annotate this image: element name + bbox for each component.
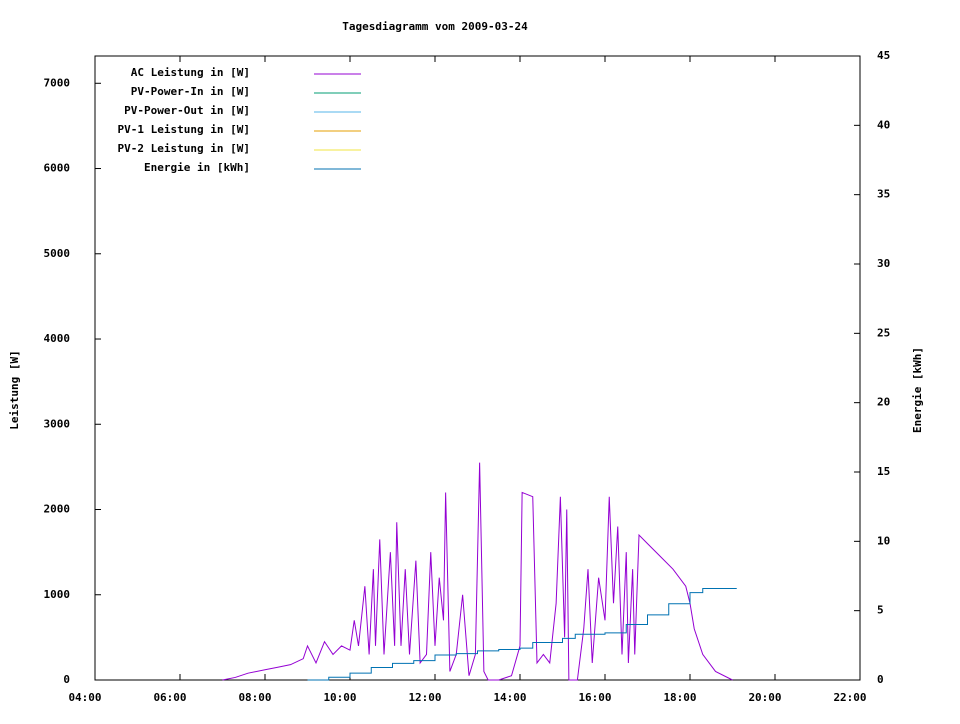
legend-label: AC Leistung in [W] [131, 66, 250, 79]
x-tick-label: 14:00 [493, 691, 526, 704]
x-tick-label: 08:00 [238, 691, 271, 704]
x-tick-label: 20:00 [748, 691, 781, 704]
x-tick-label: 18:00 [663, 691, 696, 704]
legend-label: PV-Power-In in [W] [131, 85, 250, 98]
y-tick-label: 5000 [44, 247, 71, 260]
y2-tick-label: 45 [877, 49, 890, 62]
y2-axis-label: Energie [kWh] [911, 347, 924, 433]
y-tick-label: 0 [63, 673, 70, 686]
series-line [222, 462, 733, 681]
series-line [307, 587, 737, 681]
y-tick-label: 3000 [44, 417, 71, 430]
legend-label: PV-2 Leistung in [W] [118, 142, 250, 155]
y-tick-label: 7000 [44, 76, 71, 89]
x-tick-label: 10:00 [323, 691, 356, 704]
legend-label: Energie in [kWh] [144, 161, 250, 174]
y-axis-label: Leistung [W] [8, 350, 21, 429]
y2-tick-label: 10 [877, 534, 890, 547]
plot-frame [94, 55, 861, 681]
y2-tick-label: 35 [877, 188, 890, 201]
y-tick-label: 1000 [44, 588, 71, 601]
y2-tick-label: 15 [877, 465, 890, 478]
y2-tick-label: 0 [877, 673, 884, 686]
y-tick-label: 6000 [44, 162, 71, 175]
legend-label: PV-Power-Out in [W] [124, 104, 250, 117]
x-tick-label: 04:00 [68, 691, 101, 704]
legend-label: PV-1 Leistung in [W] [118, 123, 250, 136]
y2-tick-label: 40 [877, 118, 890, 131]
chart-title: Tagesdiagramm vom 2009-03-24 [342, 20, 528, 33]
y2-tick-label: 30 [877, 257, 890, 270]
x-tick-label: 16:00 [578, 691, 611, 704]
x-tick-label: 22:00 [833, 691, 866, 704]
y-tick-label: 4000 [44, 332, 71, 345]
y-tick-label: 2000 [44, 503, 71, 516]
x-tick-label: 12:00 [408, 691, 441, 704]
y2-tick-label: 25 [877, 326, 890, 339]
y2-tick-label: 5 [877, 604, 884, 617]
y2-tick-label: 20 [877, 396, 890, 409]
x-tick-label: 06:00 [153, 691, 186, 704]
